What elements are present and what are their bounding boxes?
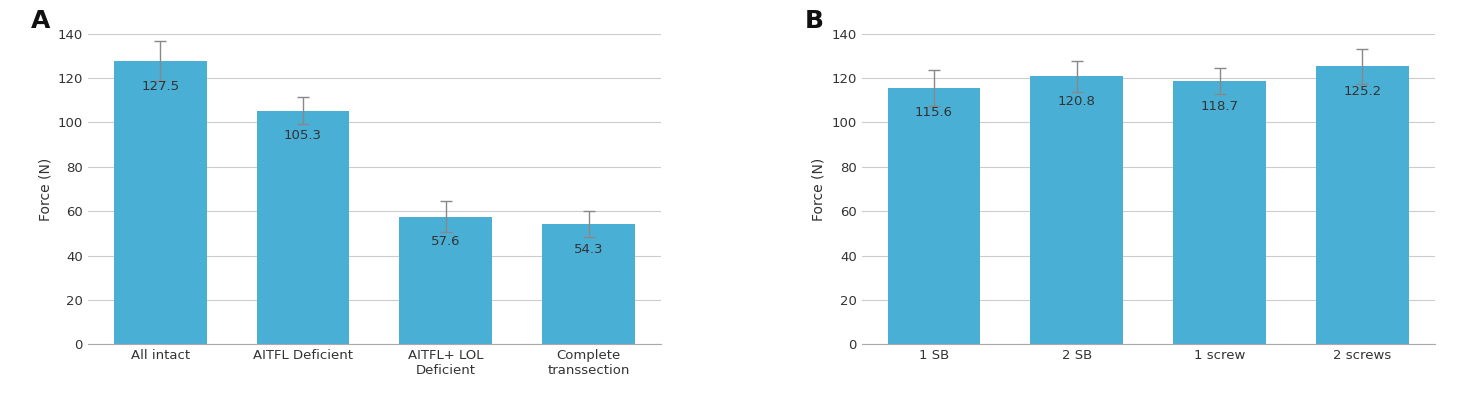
Text: 54.3: 54.3 (574, 242, 603, 255)
Text: A: A (31, 9, 50, 33)
Y-axis label: Force (N): Force (N) (38, 158, 53, 220)
Bar (542, 224, 635, 344)
Bar (887, 88, 981, 344)
Bar (114, 61, 206, 344)
Text: 118.7: 118.7 (1200, 100, 1239, 113)
Text: 57.6: 57.6 (430, 235, 461, 248)
Y-axis label: Force (N): Force (N) (811, 158, 826, 220)
Text: 115.6: 115.6 (915, 106, 953, 119)
Text: 127.5: 127.5 (141, 80, 180, 93)
Bar (1173, 81, 1266, 344)
Text: B: B (804, 9, 823, 33)
Bar (1031, 76, 1123, 344)
Text: 105.3: 105.3 (284, 129, 322, 142)
Text: 120.8: 120.8 (1058, 95, 1095, 108)
Bar (256, 110, 350, 344)
Bar (1316, 66, 1408, 344)
Text: 125.2: 125.2 (1342, 85, 1382, 98)
Bar (400, 217, 492, 344)
